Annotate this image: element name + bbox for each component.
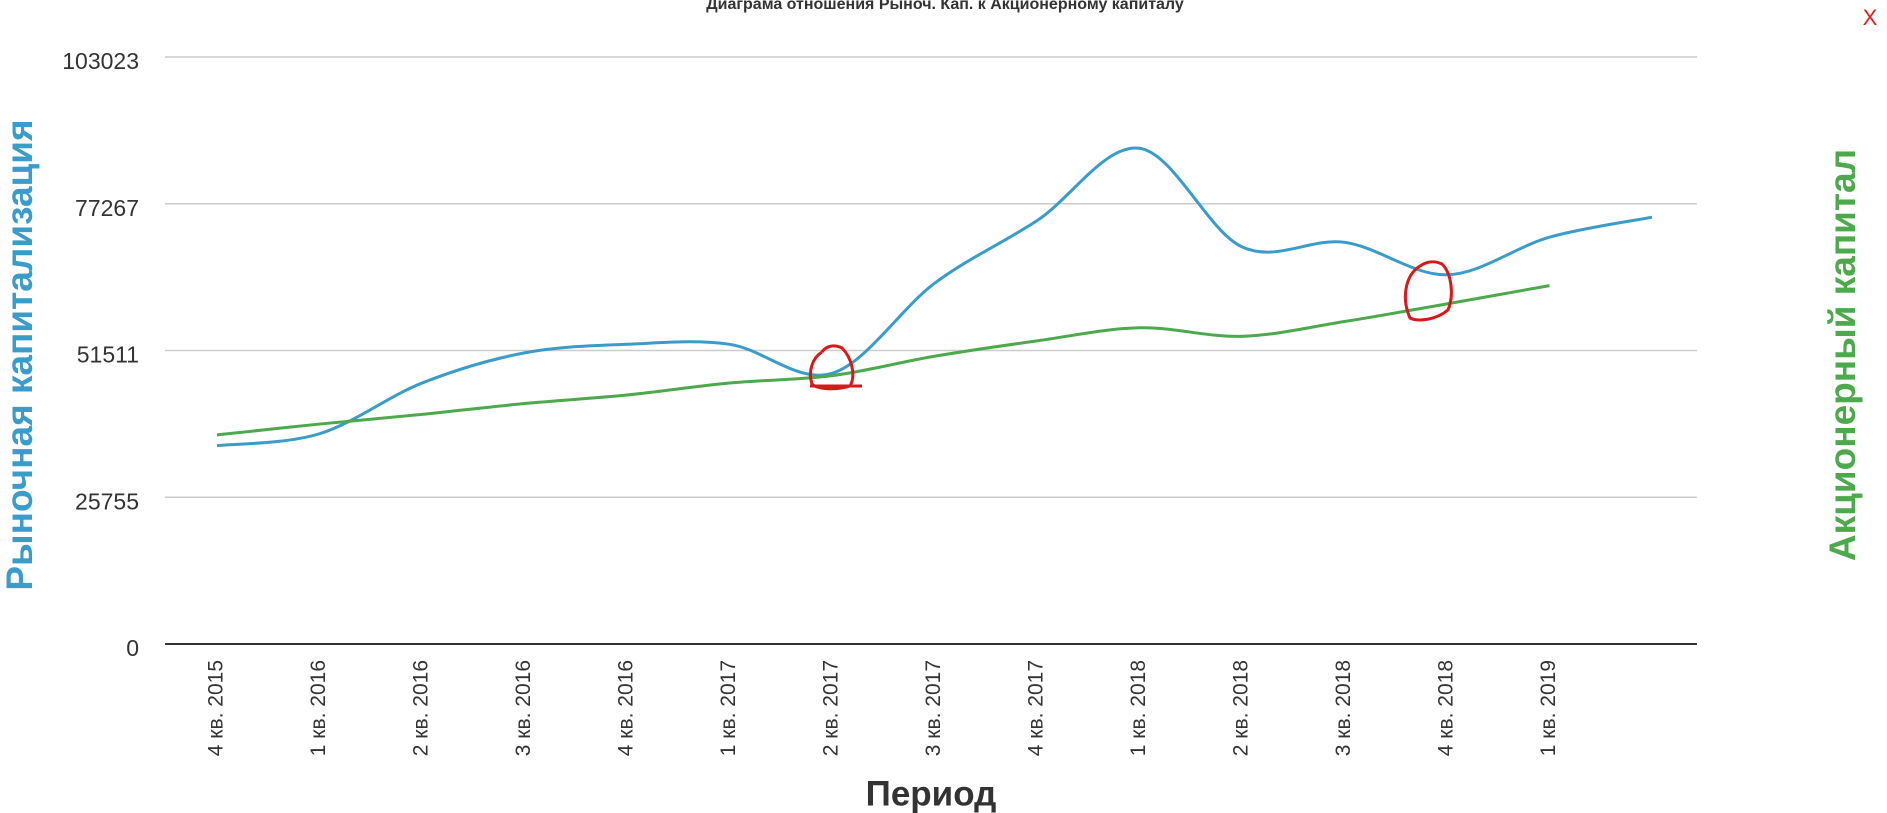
annotation-circle (808, 344, 862, 391)
x-tick-label: 2 кв. 2016 (410, 660, 433, 756)
x-tick-label: 2 кв. 2018 (1230, 660, 1253, 756)
x-tick-label: 3 кв. 2018 (1332, 660, 1355, 756)
x-axis-label: Период (866, 774, 997, 813)
plot: 0 25755 51511 77267 103023 4 кв. 2015 1 кв. 20… (62, 48, 1697, 756)
x-tick-label: 3 кв. 2016 (512, 660, 535, 756)
x-tick-label: 1 кв. 2016 (307, 660, 330, 756)
x-tick-label: 4 кв. 2015 (205, 660, 228, 756)
close-button[interactable]: X (1863, 5, 1878, 30)
series-line (216, 146, 1653, 448)
y-tick-label: 51511 (77, 342, 139, 368)
x-tick-label: 2 кв. 2017 (820, 660, 843, 756)
annotation-circle (1403, 260, 1453, 322)
x-tick-label: 3 кв. 2017 (922, 660, 945, 756)
x-tick-label: 1 кв. 2017 (717, 660, 740, 756)
y-axis-label: Рыночная капитализация (0, 119, 40, 590)
y2-axis-label: Акционерный капитал (1822, 149, 1863, 561)
y-tick-label: 77267 (75, 195, 139, 221)
y-tick-label: 103023 (62, 48, 139, 74)
x-tick-label: 4 кв. 2016 (615, 660, 638, 756)
y-tick-label: 0 (126, 635, 139, 661)
y-tick-label: 25755 (75, 488, 139, 514)
x-tick-label: 4 кв. 2017 (1025, 660, 1048, 756)
x-tick-label: 1 кв. 2019 (1537, 660, 1560, 756)
chart-title: Диаграма отношения Рыноч. Кап. к Акционе… (706, 0, 1184, 13)
series-line (216, 284, 1550, 437)
x-tick-label: 4 кв. 2018 (1435, 660, 1458, 756)
x-tick-label: 1 кв. 2018 (1127, 660, 1150, 756)
